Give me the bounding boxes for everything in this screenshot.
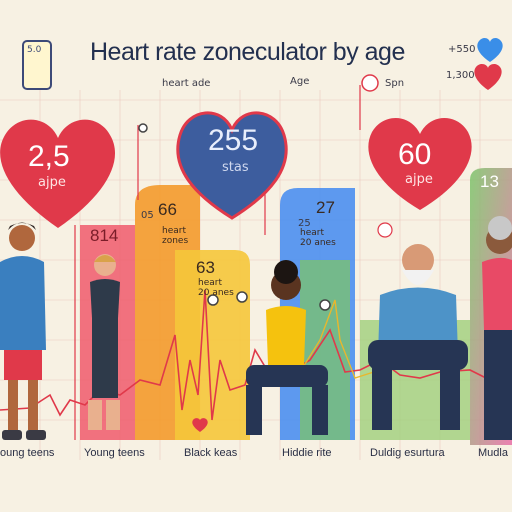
zone-d-sub2: 20 anes <box>300 238 336 248</box>
heart-right-shape <box>368 117 472 210</box>
phone-icon: 5.0 <box>22 40 52 90</box>
person-young-teen-2 <box>88 254 120 430</box>
person-black-keas <box>246 260 328 435</box>
phone-value: 5.0 <box>27 45 42 55</box>
red-heart-icon <box>474 64 502 90</box>
bottom-label-2: Young teens <box>84 447 145 459</box>
heart-left-label: ajpe <box>38 175 66 190</box>
legend-heart-icon <box>361 74 379 92</box>
zone-b-tick: 05 <box>141 210 154 221</box>
small-heart-icon <box>192 418 208 432</box>
zone-c-sub2: 20 anes <box>198 288 234 298</box>
zone-b-value: 66 <box>158 200 177 219</box>
person-young-teen-1 <box>0 222 46 440</box>
zone-d-value: 27 <box>316 198 335 217</box>
zone-d-sub1: heart <box>300 228 324 238</box>
legend-item-spn: Spn <box>385 78 405 89</box>
heart-right-label: ajpe <box>405 172 433 187</box>
zone-c-sub1: heart <box>198 278 222 288</box>
top-right-value-1: +550 <box>448 44 476 55</box>
zone-b-sub1: heart <box>162 226 186 236</box>
bottom-label-3: Black keas <box>184 447 238 459</box>
legend-item-age: Age <box>290 76 310 87</box>
person-mudla <box>482 216 512 440</box>
heart-far-right-value: 13 <box>480 172 499 191</box>
zone-heart-marker <box>377 222 393 238</box>
zone-d-tick: 25 <box>298 218 311 229</box>
top-right-value-2: 1,300 <box>446 70 475 81</box>
bottom-label-5: Duldig esurtura <box>370 447 445 459</box>
zone-a-value: 814 <box>90 226 119 245</box>
heart-left-shape <box>0 119 116 228</box>
bottom-label-1: oung teens <box>0 447 55 459</box>
person-hiddie-rite <box>368 244 468 430</box>
heart-center-value: 255 <box>208 124 259 157</box>
heart-center-shape <box>176 111 288 220</box>
page-title: Heart rate zoneculator by age <box>90 38 405 66</box>
bottom-label-4: Hiddie rite <box>282 447 332 459</box>
heart-right-value: 60 <box>398 138 432 171</box>
heart-center-label: stas <box>222 160 249 175</box>
zone-b-sub2: zones <box>162 236 189 246</box>
bottom-label-6: Mudla <box>478 447 508 459</box>
heart-left-value: 2,5 <box>28 140 70 173</box>
blue-heart-icon <box>477 38 503 62</box>
legend-item-heart-ade: heart ade <box>162 78 211 89</box>
zone-c-value: 63 <box>196 258 215 277</box>
zone-block-c <box>175 250 250 440</box>
